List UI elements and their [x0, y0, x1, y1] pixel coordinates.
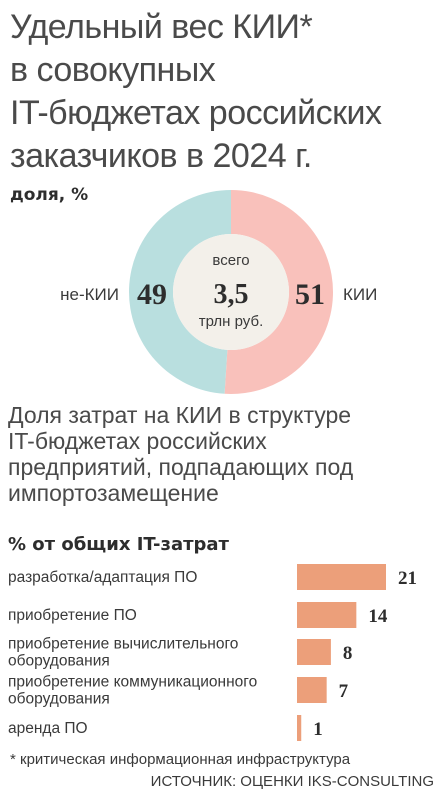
donut-chart: всего 3,5 трлн руб. 49 51 не-КИИ КИИ	[60, 190, 377, 394]
bar-unit-label: % от общих IT-затрат	[8, 534, 229, 555]
donut-center-bottom: трлн руб.	[199, 313, 264, 330]
bar-chart-title: Доля затрат на КИИ в структуре IT-бюджет…	[8, 402, 438, 506]
bar-value-label: 14	[368, 606, 388, 627]
title-line: заказчиков в 2024 г.	[10, 137, 312, 175]
bar-value-label: 21	[398, 568, 417, 589]
bar	[297, 639, 331, 665]
bar-value-label: 8	[343, 643, 353, 664]
donut-value-label: 51	[295, 278, 325, 311]
bar-category-label: оборудования	[8, 691, 110, 708]
donut-center	[173, 234, 289, 350]
bar	[297, 677, 327, 703]
chart-title: Удельный вес КИИ* в совокупных IT-бюджет…	[10, 6, 435, 178]
donut-slice-kii	[224, 190, 334, 394]
subtitle-line: IT-бюджетах российских	[8, 428, 267, 454]
bar-category-label: приобретение ПО	[8, 607, 137, 624]
bar	[297, 602, 357, 628]
subtitle-line: импортозамещение	[8, 480, 219, 506]
bar	[297, 564, 386, 590]
bar	[297, 715, 302, 741]
donut-center-value: 3,5	[214, 279, 249, 310]
bar-category-label: оборудования	[8, 653, 110, 670]
bar-chart: 21 разработка/адаптация ПО 14 приобретение …	[8, 564, 417, 741]
bar-category-label: приобретение вычислительного	[8, 636, 238, 653]
title-line: IT-бюджетах российских	[10, 94, 382, 132]
title-line: Удельный вес КИИ*	[10, 8, 313, 46]
donut-slice-non-kii	[129, 190, 231, 394]
subtitle-line: предприятий, подпадающих под	[8, 454, 354, 480]
donut-category-label: не-КИИ	[60, 285, 119, 304]
source-note: ИСТОЧНИК: ОЦЕНКИ IKS-CONSULTING	[150, 773, 434, 790]
donut-unit-label: доля, %	[10, 185, 89, 205]
title-line: в совокупных	[10, 51, 216, 89]
subtitle-line: Доля затрат на КИИ в структуре	[8, 402, 352, 428]
donut-category-label: КИИ	[343, 285, 377, 304]
bar-category-label: аренда ПО	[8, 720, 88, 737]
bar-value-label: 7	[339, 681, 349, 702]
footnote: * критическая информационная инфраструкт…	[10, 751, 351, 768]
donut-value-label: 49	[137, 278, 167, 311]
bar-category-label: разработка/адаптация ПО	[8, 569, 197, 586]
bar-category-label: приобретение коммуникационного	[8, 674, 257, 691]
bar-value-label: 1	[313, 719, 323, 740]
donut-center-top: всего	[212, 252, 249, 269]
